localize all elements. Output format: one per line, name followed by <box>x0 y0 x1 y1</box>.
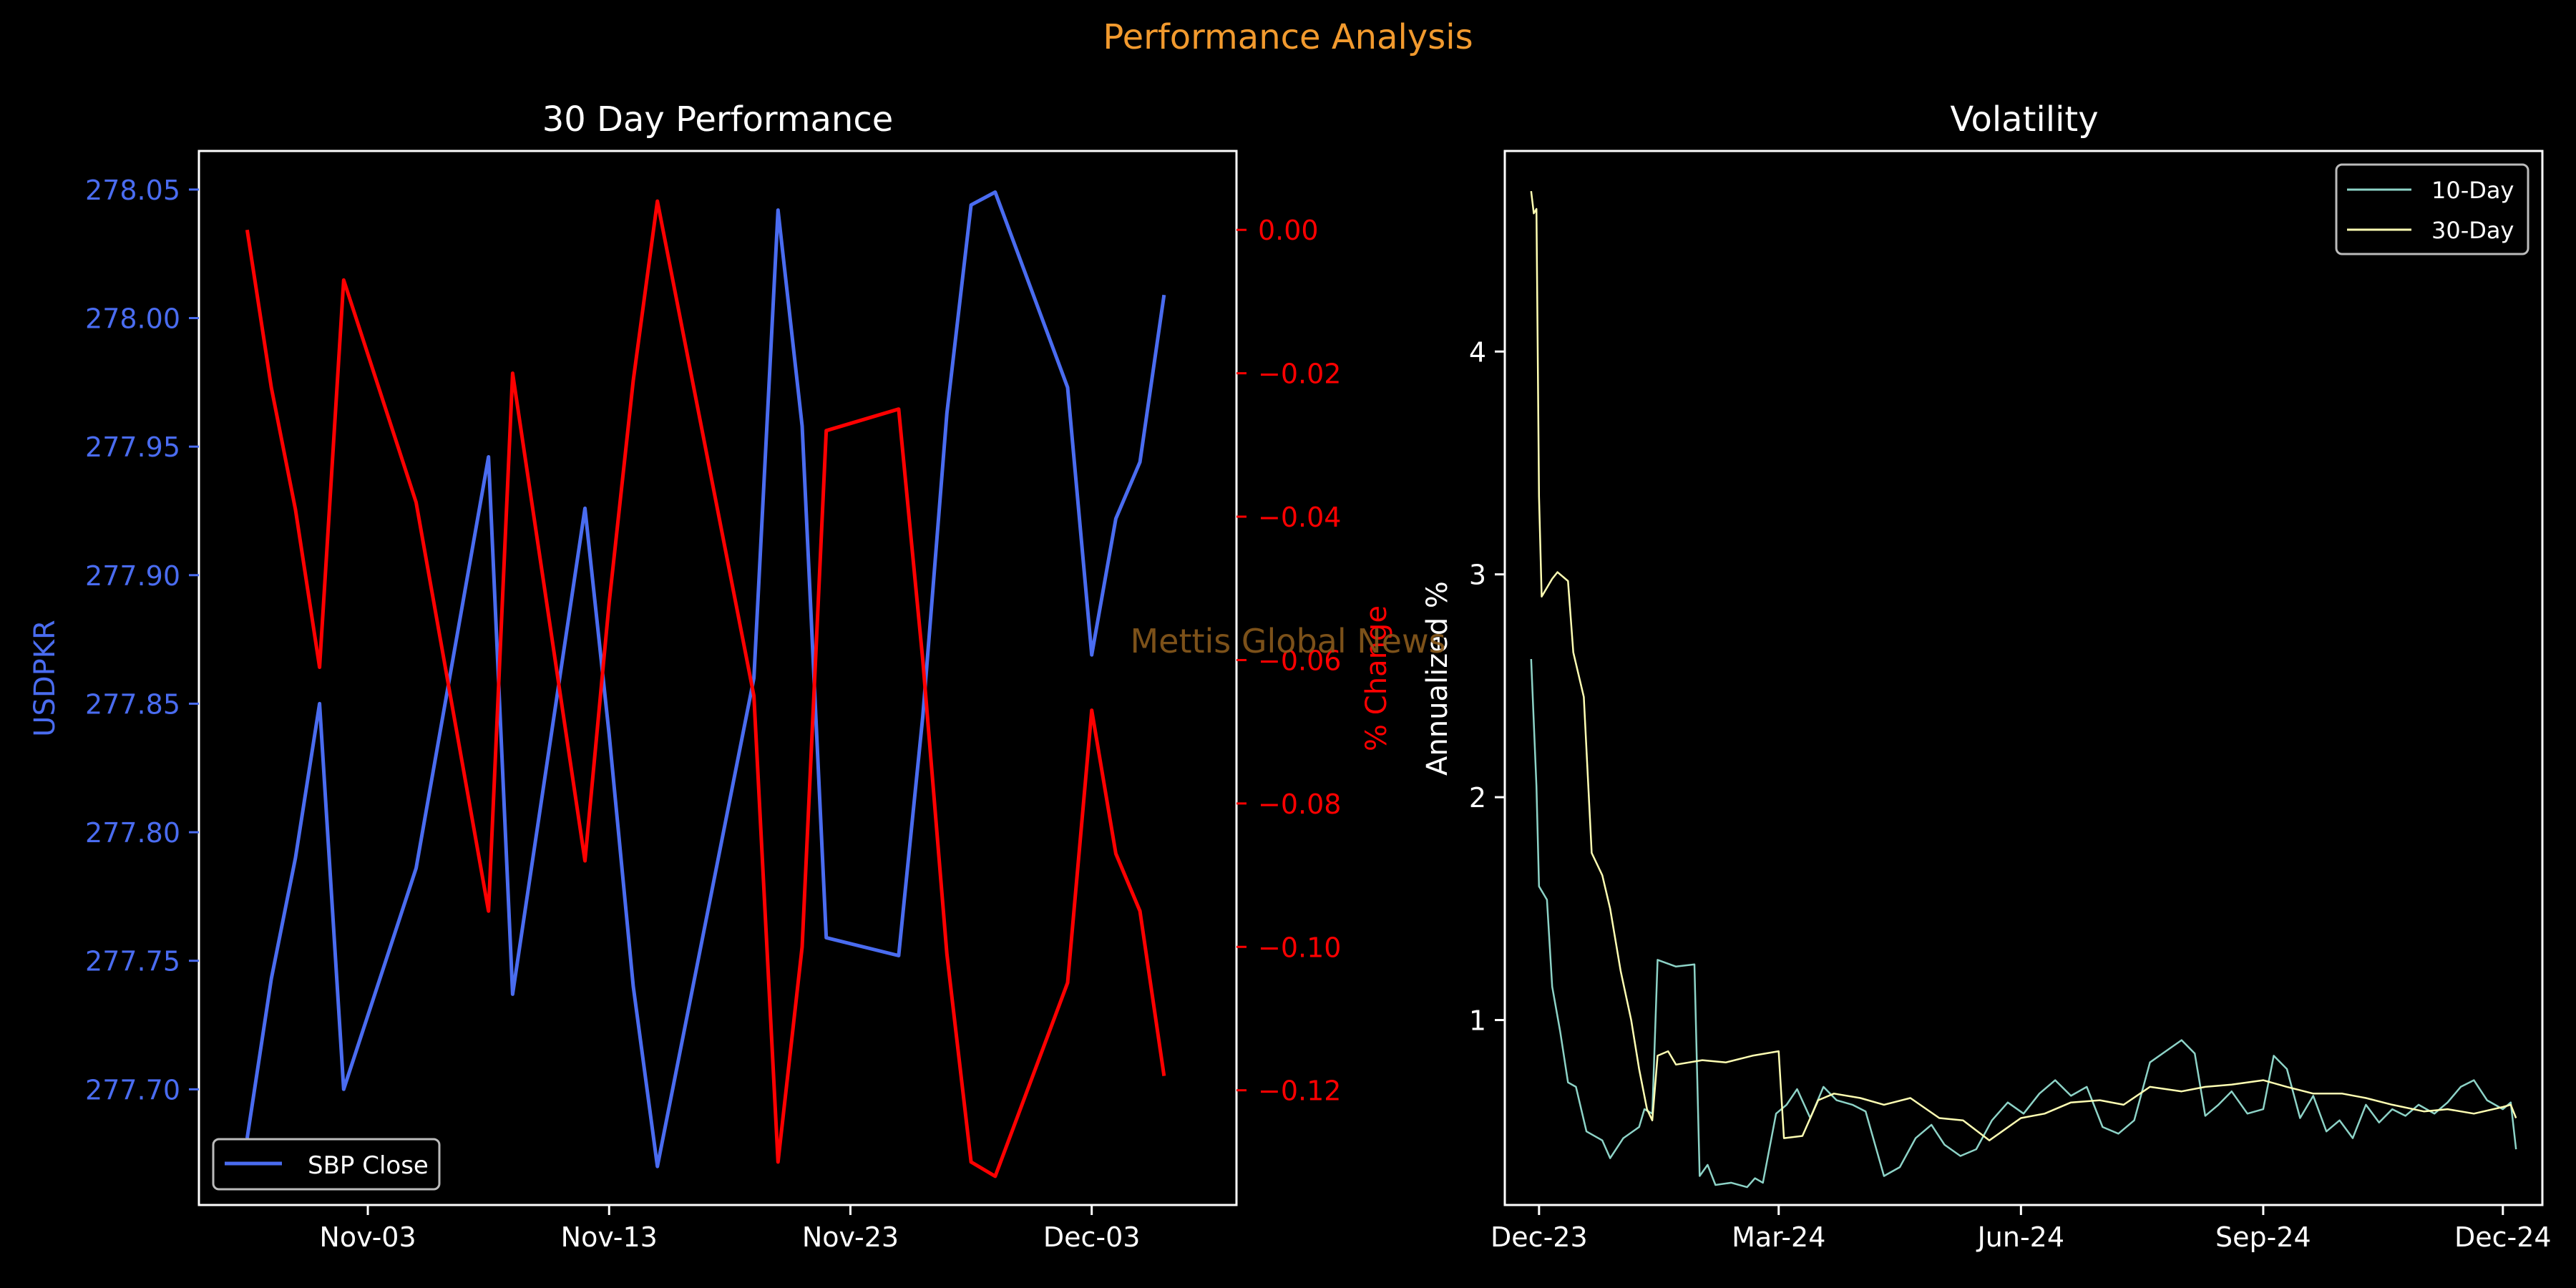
pct-change-line <box>245 199 1166 1179</box>
performance-x-tick-label: Dec-03 <box>1043 1221 1141 1253</box>
usdpkr-y-tick-label: 277.95 <box>85 431 180 463</box>
volatility-x-tick-label: Dec-23 <box>1491 1221 1588 1253</box>
usdpkr-y-tick-label: 277.85 <box>85 688 180 720</box>
vol-30-day-line <box>1530 190 2517 1141</box>
volatility-x-tick-label: Jun-24 <box>1976 1221 2064 1253</box>
watermark: Mettis Global News <box>1130 622 1445 660</box>
volatility-panel: Volatility Dec-23 Mar-24 Jun-24 Sep-24 Dec-2… <box>1421 99 2552 1253</box>
pct-change-y-tick-label: −0.12 <box>1258 1075 1341 1107</box>
legend-label-sbp-close: SBP Close <box>308 1151 429 1180</box>
performance-x-tick-label: Nov-03 <box>319 1221 416 1253</box>
pct-change-y-tick-label: −0.06 <box>1258 645 1341 676</box>
performance-title: 30 Day Performance <box>542 99 894 140</box>
vol-10-day-line <box>1530 658 2517 1189</box>
usdpkr-y-tick-label: 277.80 <box>85 817 180 849</box>
usdpkr-y-tick-label: 277.75 <box>85 946 180 977</box>
pct-change-y-tick-label: −0.02 <box>1258 358 1341 390</box>
pct-change-y-tick-label: −0.08 <box>1258 789 1341 820</box>
usdpkr-y-tick-label: 278.05 <box>85 175 180 206</box>
pct-change-y-tick-label: −0.10 <box>1258 932 1341 963</box>
sbp-close-line <box>245 190 1166 1169</box>
performance-series-layer <box>245 190 1166 1179</box>
volatility-y-tick-label: 3 <box>1469 560 1486 591</box>
performance-legend[interactable]: SBP Close <box>212 1138 441 1191</box>
volatility-title: Volatility <box>1950 99 2098 140</box>
volatility-x-tick-label: Mar-24 <box>1732 1221 1825 1253</box>
volatility-legend[interactable]: 10-Day 30-Day <box>2335 163 2529 255</box>
pct-change-y-tick-label: 0.00 <box>1258 215 1319 246</box>
pct-change-axis-label: % Change <box>1360 605 1393 751</box>
legend-label-30-day: 30-Day <box>2431 217 2514 244</box>
volatility-x-tick-label: Sep-24 <box>2215 1221 2311 1253</box>
legend-box <box>212 1138 441 1191</box>
pct-change-y-tick-label: −0.04 <box>1258 502 1341 533</box>
usdpkr-y-tick-label: 277.70 <box>85 1074 180 1106</box>
performance-x-tick-label: Nov-23 <box>802 1221 899 1253</box>
usdpkr-y-tick-label: 278.00 <box>85 303 180 335</box>
performance-panel: 30 Day Performance Nov-03 Nov-13 Nov-23 Dec… <box>29 99 1393 1253</box>
performance-x-tick-label: Nov-13 <box>561 1221 658 1253</box>
volatility-y-tick-label: 1 <box>1469 1005 1486 1037</box>
performance-plot-frame <box>197 150 1238 1206</box>
volatility-x-tick-label: Dec-24 <box>2454 1221 2552 1253</box>
legend-label-10-day: 10-Day <box>2431 177 2514 204</box>
figure-title: Performance Analysis <box>1103 17 1473 57</box>
usdpkr-y-tick-label: 277.90 <box>85 560 180 592</box>
legend-box <box>2335 163 2529 255</box>
volatility-y-tick-label: 4 <box>1469 336 1486 368</box>
annualized-axis-label: Annualized % <box>1421 581 1454 776</box>
volatility-y-tick-label: 2 <box>1469 782 1486 814</box>
volatility-series-layer <box>1530 190 2517 1189</box>
volatility-plot-frame <box>1503 150 2544 1206</box>
usdpkr-axis-label: USDPKR <box>29 620 62 737</box>
